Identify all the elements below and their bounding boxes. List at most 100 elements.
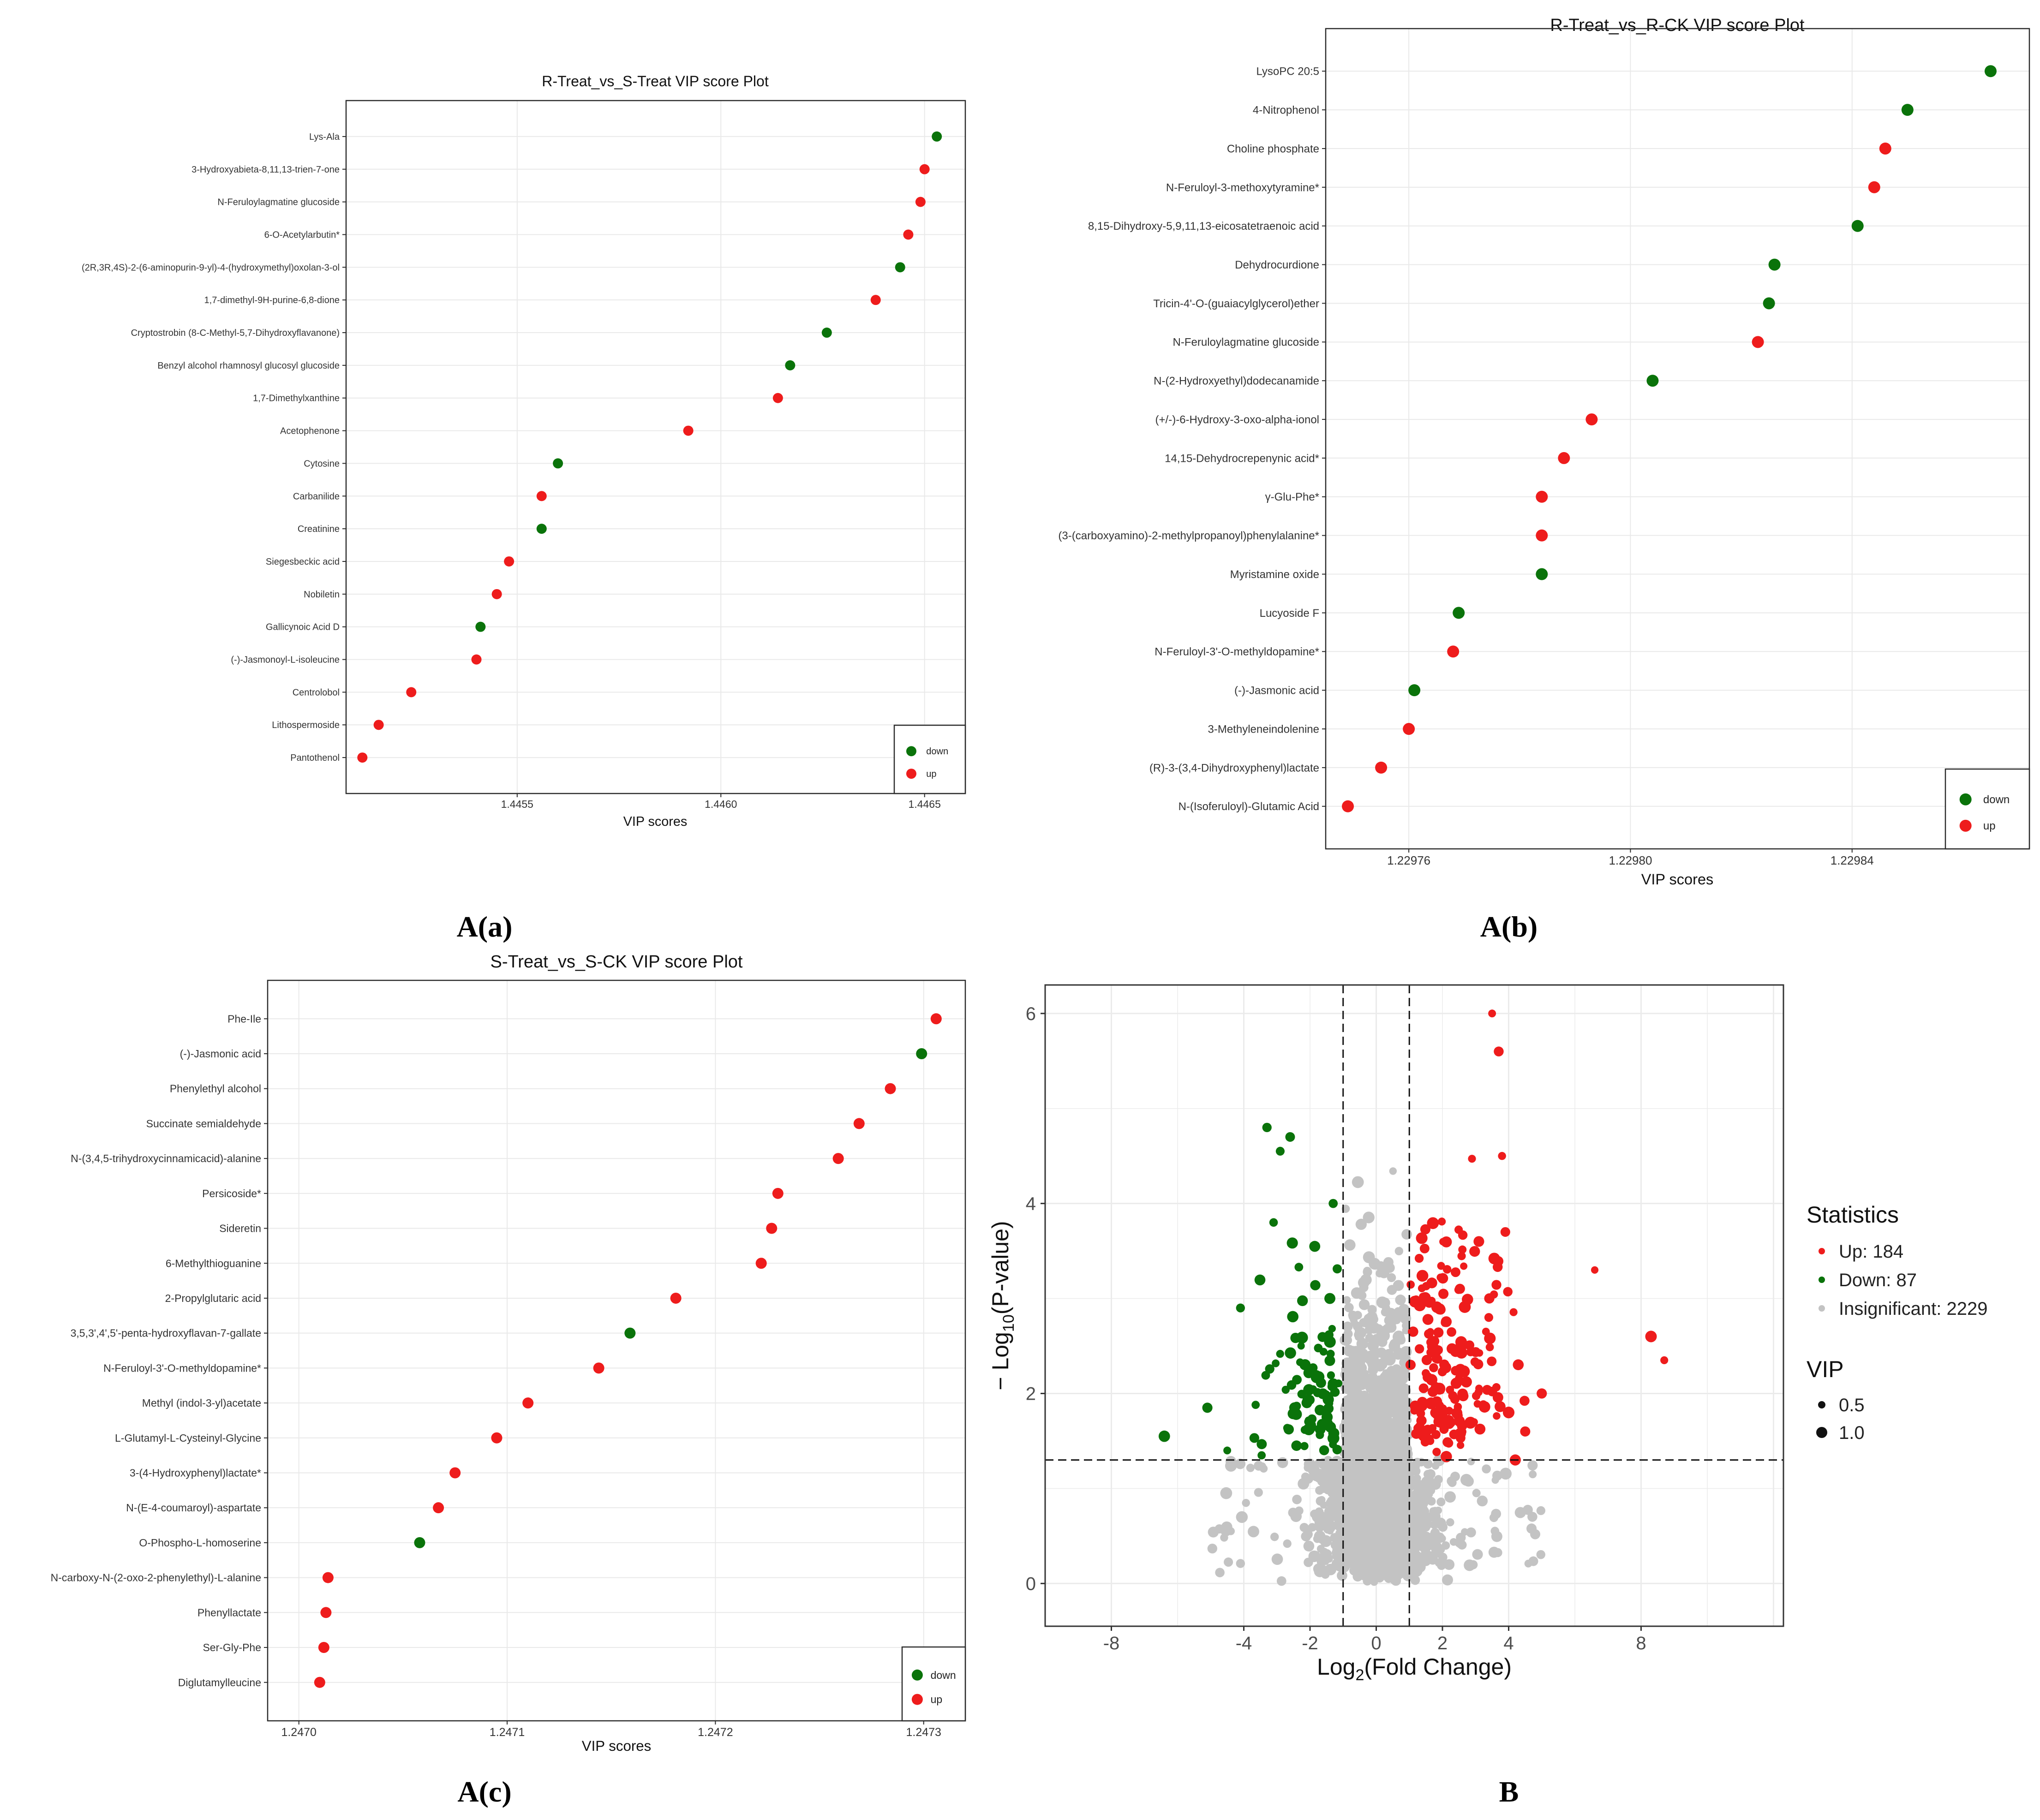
data-point-up [1436,1304,1446,1315]
data-point-down [932,131,942,142]
data-point-insignificant [1448,1478,1457,1487]
data-point-up [1419,1293,1427,1301]
data-point-up [1428,1349,1436,1358]
legend-label-down: down [1983,794,2010,806]
data-point-insignificant [1236,1511,1248,1523]
data-point-up [491,589,502,599]
data-point-up [1457,1388,1468,1399]
data-point-down [1317,1388,1328,1399]
chart-title: R-Treat_vs_R-CK VIP score Plot [1550,16,1805,35]
x-axis-label: Log2(Fold Change) [1317,1654,1512,1684]
data-point-down [1326,1349,1335,1358]
metabolite-label: (3-(carboxyamino)-2-methylpropanoyl)phen… [1058,530,1319,542]
data-point-down [1275,1146,1285,1156]
metabolite-label: Acetophenone [280,426,340,436]
data-point-insignificant [1429,1530,1441,1542]
data-point-insignificant [1466,1527,1476,1538]
data-point-down [1333,1264,1342,1274]
x-tick-label: 1.22980 [1609,853,1652,867]
data-point-up [1428,1386,1438,1397]
data-point-insignificant [1370,1460,1377,1468]
data-point-insignificant [1308,1523,1317,1532]
data-point-insignificant [1303,1540,1315,1552]
vip-plot-s-treat-vs-s-ck: S-Treat_vs_S-CK VIP score Plot Phe-Ile (-)… [51,952,966,1754]
data-point-down [1303,1367,1314,1378]
data-point-up [1451,1407,1463,1419]
data-point-insignificant [1283,1539,1292,1548]
data-point-down [916,1048,927,1059]
data-point-insignificant [1398,1563,1410,1574]
data-point-insignificant [1345,1460,1356,1472]
data-point-insignificant [1355,1218,1367,1230]
legend-marker-up [911,1694,923,1705]
x-tick-label: 1.22984 [1831,853,1874,867]
data-point-insignificant [1393,1526,1403,1536]
metabolite-label: LysoPC 20:5 [1256,66,1319,78]
data-point-insignificant [1361,1484,1372,1496]
metabolite-label: γ-Glu-Phe* [1265,491,1319,503]
data-point-up [1427,1341,1439,1352]
plot-frame [1044,984,1784,1627]
data-point-insignificant [1430,1520,1439,1529]
data-point-down [1901,104,1914,116]
data-point-down [1316,1431,1324,1439]
data-point-up [433,1502,444,1514]
data-point-down [1408,684,1421,697]
data-point-insignificant [1357,1291,1367,1300]
data-point-up [766,1223,778,1234]
data-point-up [1441,1236,1452,1247]
data-point-up [1436,1273,1445,1282]
data-point-down [1291,1440,1302,1451]
data-point-up [1460,1376,1472,1388]
data-point-up [1437,1262,1445,1270]
data-point-insignificant [1529,1470,1537,1479]
data-point-insignificant [1420,1493,1429,1501]
data-point-insignificant [1492,1470,1502,1481]
metabolite-label: 2-Propylglutaric acid [165,1292,261,1304]
legend-marker-down [911,1669,923,1681]
data-point-up [1421,1355,1432,1366]
data-point-down [553,458,563,469]
data-point-down [1763,297,1775,310]
data-point-up [1444,1438,1454,1448]
legend-title-vip: VIP [1807,1356,1844,1382]
data-point-up [885,1083,896,1094]
y-axis-label-sub: 10 [1000,1314,1017,1332]
data-point-up [832,1153,844,1164]
data-point-insignificant [1369,1392,1380,1404]
data-point-down [1327,1432,1340,1444]
data-point-up [322,1572,334,1583]
data-point-insignificant [1215,1568,1225,1577]
data-point-insignificant [1493,1548,1502,1557]
data-point-insignificant [1373,1498,1384,1509]
data-point-up [1868,181,1880,193]
data-point-insignificant [1536,1506,1546,1516]
data-point-up [1416,1232,1428,1244]
data-point-up [1470,1357,1480,1366]
data-point-up [1558,452,1570,464]
data-point-up [593,1362,604,1374]
panel-label-a: A(a) [457,910,513,943]
metabolite-label: Dehydrocurdione [1235,259,1319,271]
data-point-insignificant [1400,1546,1411,1556]
x-tick-label: -8 [1103,1633,1120,1653]
data-point-insignificant [1348,1312,1358,1321]
x-axis-label-post: (Fold Change) [1364,1654,1512,1680]
metabolite-label: Benzyl alcohol rhamnosyl glucosyl glucos… [157,361,340,371]
chart-title: R-Treat_vs_S-Treat VIP score Plot [542,73,769,90]
data-point-up [1455,1347,1468,1359]
legend-label-up: up [926,769,936,779]
data-point-insignificant [1225,1456,1237,1467]
metabolite-label: 3-Methyleneindolenine [1208,723,1320,735]
data-point-down [1223,1446,1232,1455]
data-point-insignificant [1399,1383,1410,1394]
legend-label-statistics: Up: 184 [1839,1241,1903,1262]
data-point-up [670,1292,682,1304]
legend-label-vip: 1.0 [1839,1423,1865,1443]
data-point-insignificant [1361,1456,1369,1464]
data-point-insignificant [1435,1558,1443,1567]
data-point-insignificant [1353,1510,1362,1519]
data-point-insignificant [1295,1506,1304,1516]
data-point-down [1646,375,1659,387]
